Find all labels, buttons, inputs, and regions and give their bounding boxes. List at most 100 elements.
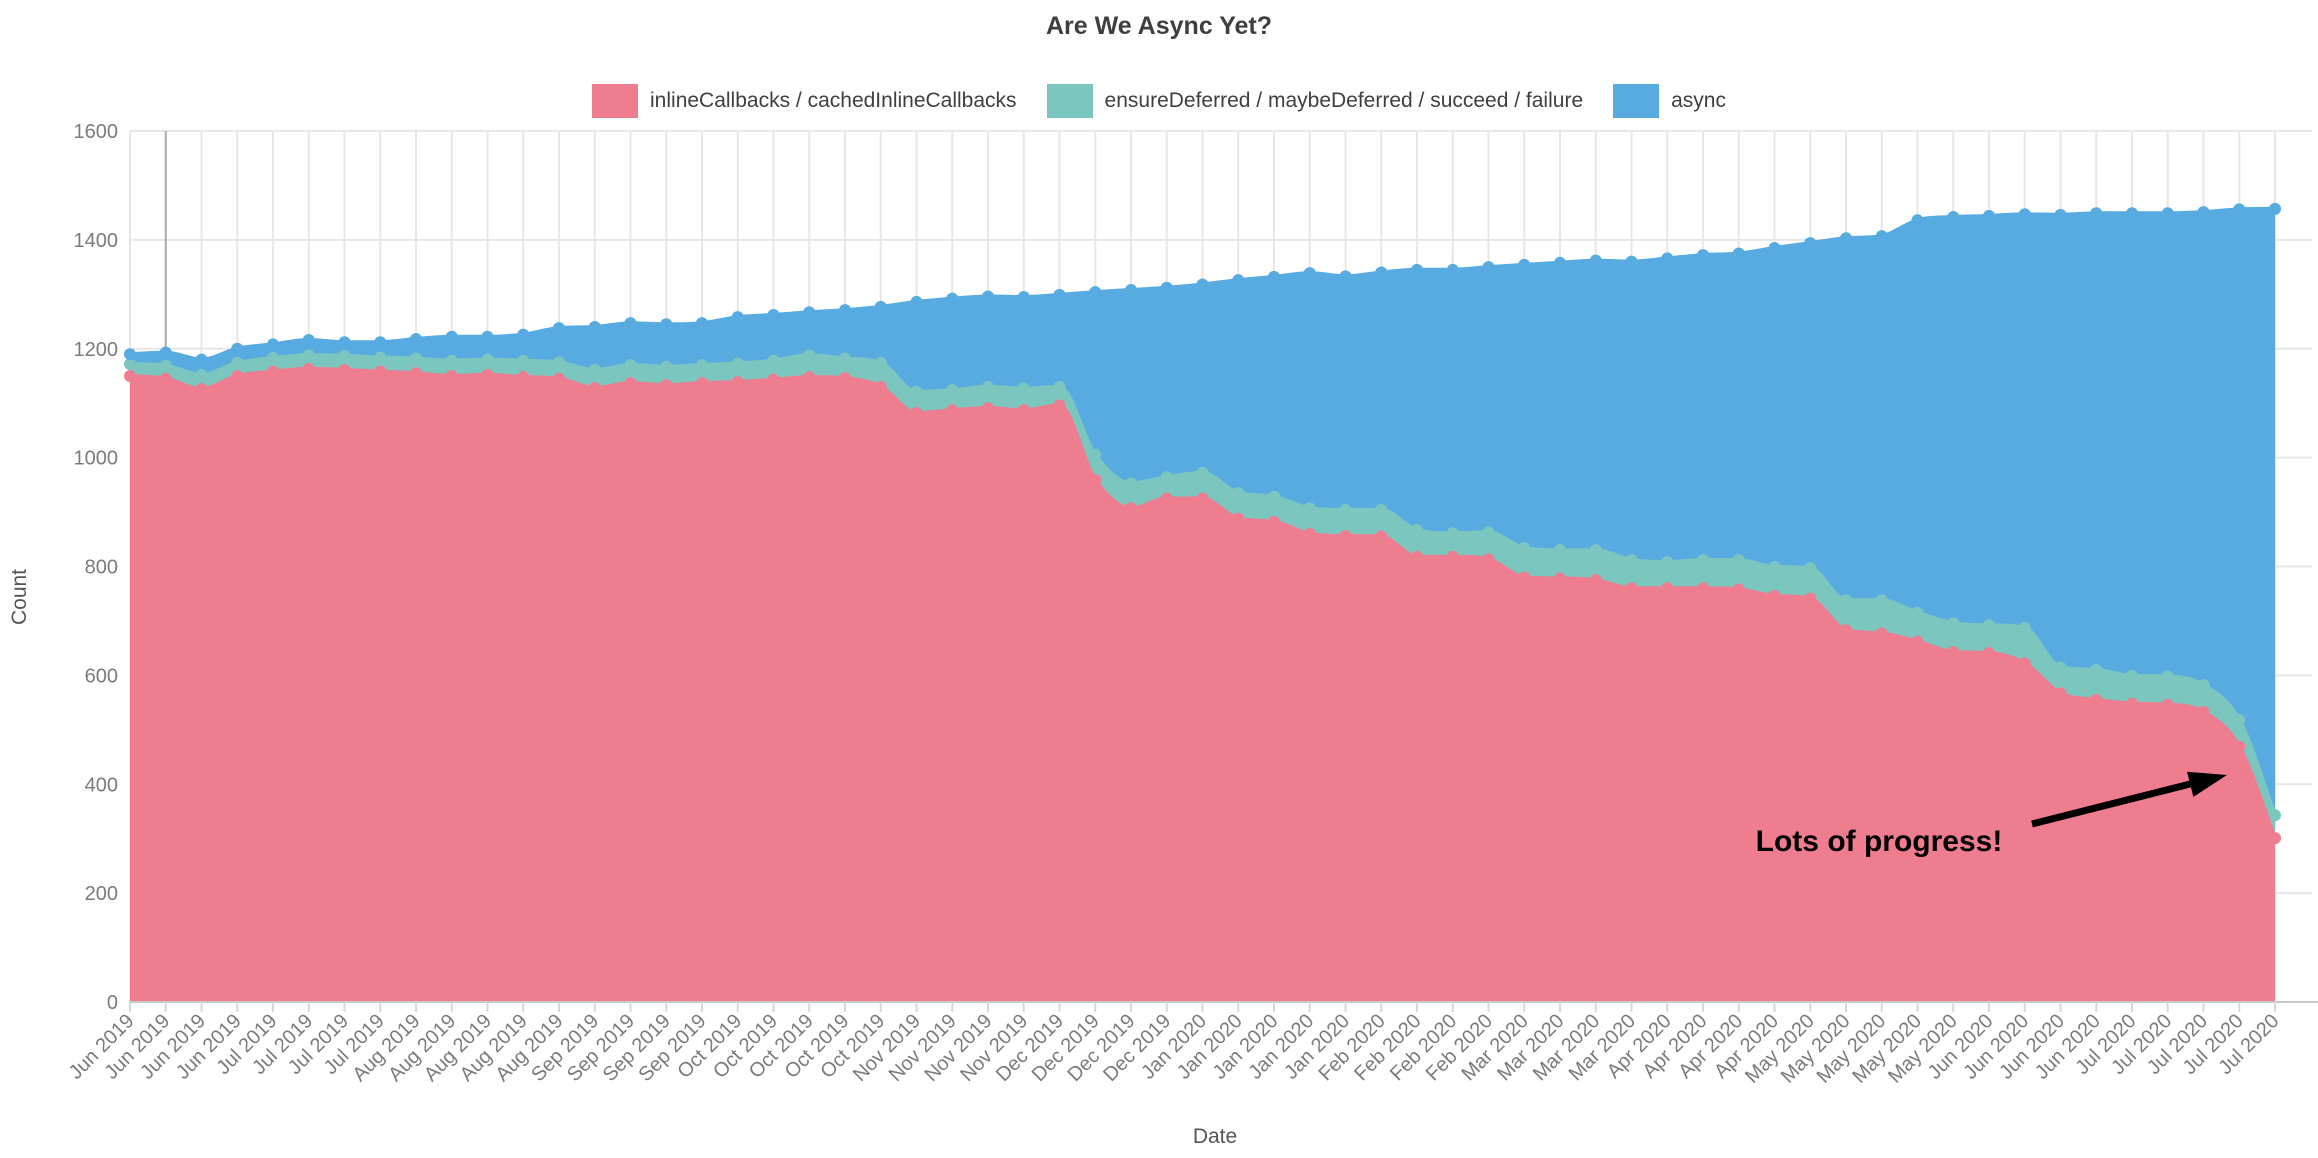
marker-async — [445, 330, 458, 343]
marker-inlinecallbacks — [1911, 635, 1924, 648]
marker-inlinecallbacks — [338, 363, 351, 376]
marker-async — [1697, 249, 1709, 262]
marker-async — [1589, 254, 1602, 267]
y-tick-label: 0 — [107, 992, 118, 1014]
legend-label: ensureDeferred / maybeDeferred / succeed… — [1104, 89, 1584, 112]
marker-async — [338, 336, 351, 349]
marker-ensuredeferred — [231, 356, 244, 369]
marker-inlinecallbacks — [2269, 832, 2281, 845]
marker-ensuredeferred — [2161, 670, 2174, 683]
marker-inlinecallbacks — [1303, 527, 1316, 540]
marker-inlinecallbacks — [1697, 582, 1709, 595]
y-tick-label: 600 — [85, 665, 118, 687]
marker-inlinecallbacks — [1732, 583, 1745, 596]
marker-async — [302, 334, 315, 347]
legend-item-2[interactable]: async — [1613, 84, 1726, 118]
marker-inlinecallbacks — [767, 373, 780, 386]
marker-async — [1303, 267, 1316, 280]
marker-inlinecallbacks — [624, 377, 637, 390]
marker-inlinecallbacks — [1625, 582, 1638, 595]
marker-ensuredeferred — [2054, 661, 2067, 674]
marker-async — [696, 317, 708, 330]
marker-ensuredeferred — [1911, 606, 1924, 619]
marker-ensuredeferred — [159, 359, 172, 372]
marker-async — [481, 330, 494, 343]
marker-async — [1411, 263, 1423, 276]
area-async[interactable] — [130, 208, 2275, 816]
legend-item-0[interactable]: inlineCallbacks / cachedInlineCallbacks — [592, 84, 1017, 118]
legend-swatch-icon — [1613, 84, 1660, 118]
marker-ensuredeferred — [1268, 490, 1280, 503]
marker-inlinecallbacks — [1589, 574, 1602, 587]
marker-async — [159, 346, 172, 359]
marker-inlinecallbacks — [1160, 492, 1173, 505]
marker-ensuredeferred — [2018, 622, 2031, 635]
area-inlinecallbacks[interactable] — [130, 368, 2275, 1002]
marker-inlinecallbacks — [1875, 627, 1888, 640]
marker-async — [624, 317, 637, 330]
marker-ensuredeferred — [1875, 594, 1888, 607]
series-areas — [130, 208, 2275, 1002]
marker-inlinecallbacks — [1053, 399, 1066, 412]
y-tick-label: 1600 — [74, 121, 119, 143]
marker-inlinecallbacks — [1446, 550, 1459, 563]
marker-ensuredeferred — [696, 359, 708, 372]
marker-ensuredeferred — [1482, 526, 1495, 539]
page-title: Are We Async Yet? — [1045, 12, 1273, 40]
marker-async — [1268, 270, 1280, 283]
marker-ensuredeferred — [1339, 503, 1352, 516]
marker-inlinecallbacks — [1947, 645, 1960, 658]
marker-async — [588, 320, 601, 333]
marker-ensuredeferred — [874, 356, 887, 369]
marker-inlinecallbacks — [2090, 693, 2103, 706]
marker-ensuredeferred — [660, 360, 673, 373]
marker-async — [1053, 288, 1066, 301]
marker-async — [946, 292, 959, 305]
marker-async — [1482, 261, 1495, 274]
legend-item-1[interactable]: ensureDeferred / maybeDeferred / succeed… — [1046, 84, 1584, 118]
marker-ensuredeferred — [374, 351, 387, 364]
marker-inlinecallbacks — [231, 369, 244, 382]
y-axis-title: Count — [8, 569, 31, 625]
marker-async — [1661, 252, 1674, 265]
marker-async — [1232, 274, 1245, 287]
marker-ensuredeferred — [1518, 541, 1531, 554]
marker-inlinecallbacks — [1125, 502, 1137, 515]
annotation-text: Lots of progress! — [1756, 825, 2003, 858]
marker-inlinecallbacks — [696, 377, 708, 390]
annotation-arrow-line — [2031, 778, 2199, 828]
marker-inlinecallbacks — [946, 404, 959, 417]
y-tick-label: 200 — [85, 883, 118, 905]
legend-label: inlineCallbacks / cachedInlineCallbacks — [650, 89, 1017, 112]
marker-ensuredeferred — [302, 349, 315, 362]
marker-async — [1125, 283, 1137, 296]
marker-async — [1947, 211, 1960, 224]
x-axis-title: Date — [1193, 1125, 1237, 1148]
marker-async — [2018, 208, 2031, 221]
marker-async — [1768, 242, 1781, 255]
marker-ensuredeferred — [1375, 503, 1388, 516]
marker-async — [553, 322, 565, 335]
marker-async — [1804, 237, 1817, 250]
marker-ensuredeferred — [2090, 663, 2103, 676]
marker-inlinecallbacks — [2018, 657, 2031, 670]
marker-async — [2161, 207, 2174, 220]
marker-ensuredeferred — [910, 385, 923, 398]
marker-inlinecallbacks — [445, 369, 458, 382]
marker-ensuredeferred — [1303, 502, 1316, 515]
marker-inlinecallbacks — [1017, 404, 1030, 417]
marker-async — [1625, 255, 1638, 268]
marker-ensuredeferred — [1232, 487, 1245, 500]
marker-ensuredeferred — [517, 354, 530, 367]
annotation: Lots of progress! — [1756, 771, 2227, 858]
marker-async — [2197, 206, 2210, 219]
marker-inlinecallbacks — [1232, 512, 1245, 525]
marker-inlinecallbacks — [553, 372, 565, 385]
marker-inlinecallbacks — [410, 367, 422, 380]
marker-inlinecallbacks — [1768, 589, 1781, 602]
marker-ensuredeferred — [1589, 544, 1602, 557]
marker-ensuredeferred — [2126, 669, 2138, 682]
marker-inlinecallbacks — [1518, 571, 1531, 584]
marker-inlinecallbacks — [1411, 550, 1423, 563]
